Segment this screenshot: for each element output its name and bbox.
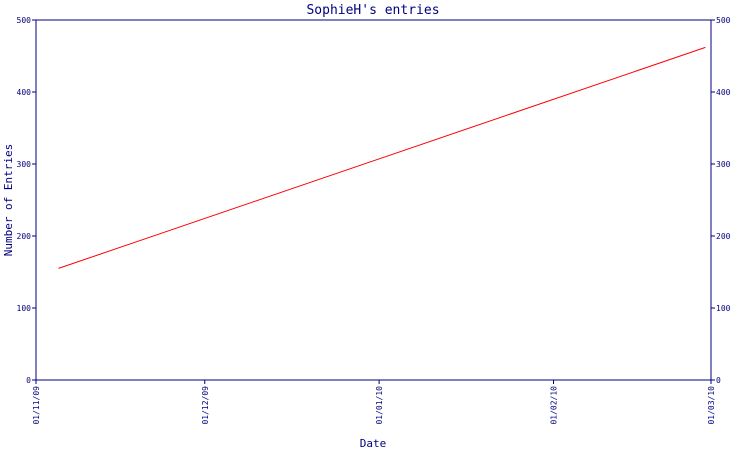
y-tick-label-right: 0: [716, 376, 721, 385]
y-tick-label-right: 200: [716, 232, 731, 241]
y-axis-ticks: 0 0 100 100 200 200 300 300 400 400 500 500: [17, 16, 731, 385]
y-tick-label-left: 100: [17, 304, 32, 313]
x-tick-label: 01/11/09: [32, 386, 41, 425]
x-tick-label: 01/01/10: [375, 386, 384, 425]
series-group: [58, 46, 706, 269]
y-tick-label-left: 500: [17, 16, 32, 25]
y-tick-label-right: 300: [716, 160, 731, 169]
x-axis-ticks: 01/11/09 01/12/09 01/01/10 01/02/10 01/03/10: [32, 380, 716, 425]
plot-frame: [35, 19, 712, 381]
y-tick-label-right: 400: [716, 88, 731, 97]
chart-title: SophieH's entries: [306, 3, 439, 18]
y-axis-title: Number of Entries: [2, 144, 15, 257]
y-tick-label-right: 500: [716, 16, 731, 25]
y-tick-label-left: 200: [17, 232, 32, 241]
y-tick-label-right: 100: [716, 304, 731, 313]
y-tick-label-left: 0: [26, 376, 31, 385]
x-tick-label: 01/03/10: [707, 386, 716, 425]
x-axis-title: Date: [360, 437, 387, 450]
x-tick-label: 01/02/10: [550, 386, 559, 425]
y-tick-label-left: 300: [17, 160, 32, 169]
y-tick-label-left: 400: [17, 88, 32, 97]
x-tick-label: 01/12/09: [201, 386, 210, 425]
series-line: [58, 46, 706, 269]
